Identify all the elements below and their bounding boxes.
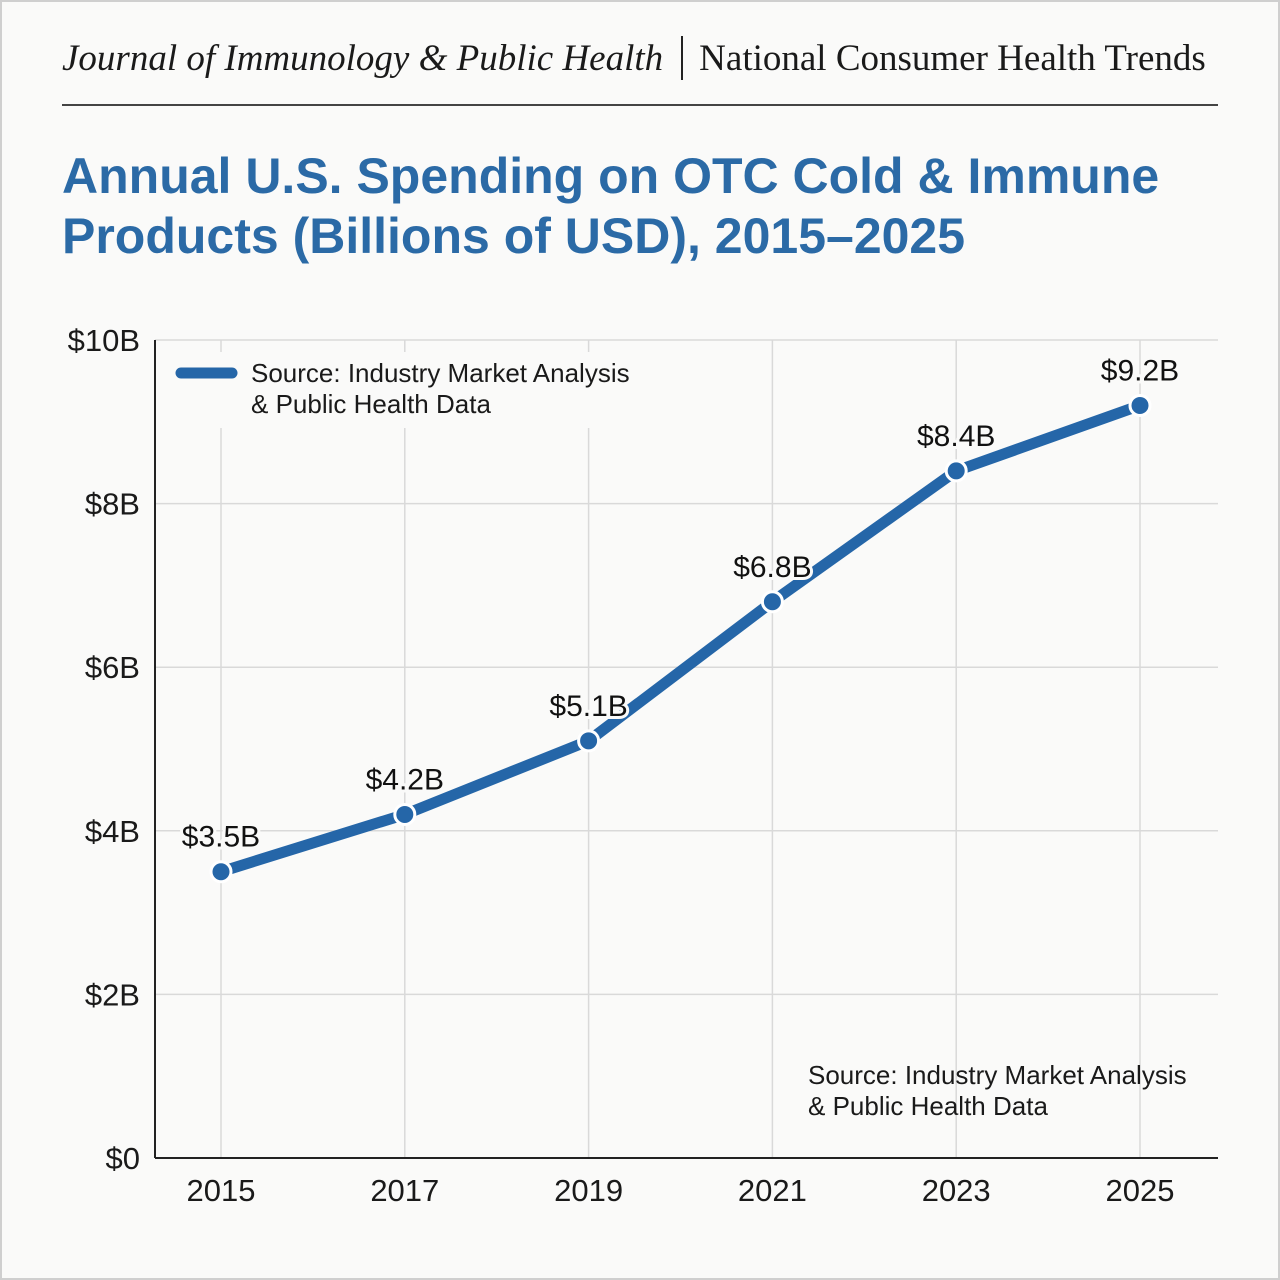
data-label: $6.8B bbox=[733, 551, 811, 584]
masthead-divider bbox=[681, 36, 684, 80]
series-line bbox=[215, 399, 1146, 878]
data-point bbox=[944, 459, 968, 483]
x-tick-label: 2017 bbox=[370, 1173, 439, 1208]
chart-title: Annual U.S. Spending on OTC Cold & Immun… bbox=[62, 148, 1160, 264]
x-tick-label: 2015 bbox=[187, 1173, 256, 1208]
y-tick-label: $2B bbox=[85, 977, 140, 1012]
data-label: $8.4B bbox=[917, 420, 995, 453]
masthead: Journal of Immunology & Public Health Na… bbox=[62, 36, 1218, 80]
data-label: $4.2B bbox=[366, 763, 444, 796]
header-rule bbox=[62, 104, 1218, 106]
source-note-line2: & Public Health Data bbox=[808, 1091, 1048, 1121]
data-label: $3.5B bbox=[182, 821, 260, 854]
y-tick-label: $8B bbox=[85, 487, 140, 522]
data-point bbox=[393, 802, 417, 826]
data-label: $9.2B bbox=[1101, 354, 1179, 387]
data-point bbox=[760, 590, 784, 614]
legend-label-line1: Source: Industry Market Analysis bbox=[251, 358, 630, 388]
x-tick-label: 2021 bbox=[738, 1173, 807, 1208]
section-name: National Consumer Health Trends bbox=[699, 37, 1206, 79]
legend-label-line2: & Public Health Data bbox=[251, 389, 491, 419]
source-note-line1: Source: Industry Market Analysis bbox=[808, 1060, 1187, 1090]
data-point bbox=[577, 729, 601, 753]
x-tick-label: 2019 bbox=[554, 1173, 623, 1208]
x-tick-label: 2025 bbox=[1106, 1173, 1175, 1208]
data-label: $5.1B bbox=[549, 690, 627, 723]
legend-box bbox=[165, 352, 645, 428]
y-tick-label: $0 bbox=[106, 1141, 140, 1176]
x-tick-label: 2023 bbox=[922, 1173, 991, 1208]
data-point bbox=[1128, 393, 1152, 417]
y-tick-label: $10B bbox=[68, 323, 140, 358]
y-tick-label: $4B bbox=[85, 814, 140, 849]
y-tick-label: $6B bbox=[85, 650, 140, 685]
data-point bbox=[209, 860, 233, 884]
journal-name: Journal of Immunology & Public Health bbox=[62, 37, 664, 79]
